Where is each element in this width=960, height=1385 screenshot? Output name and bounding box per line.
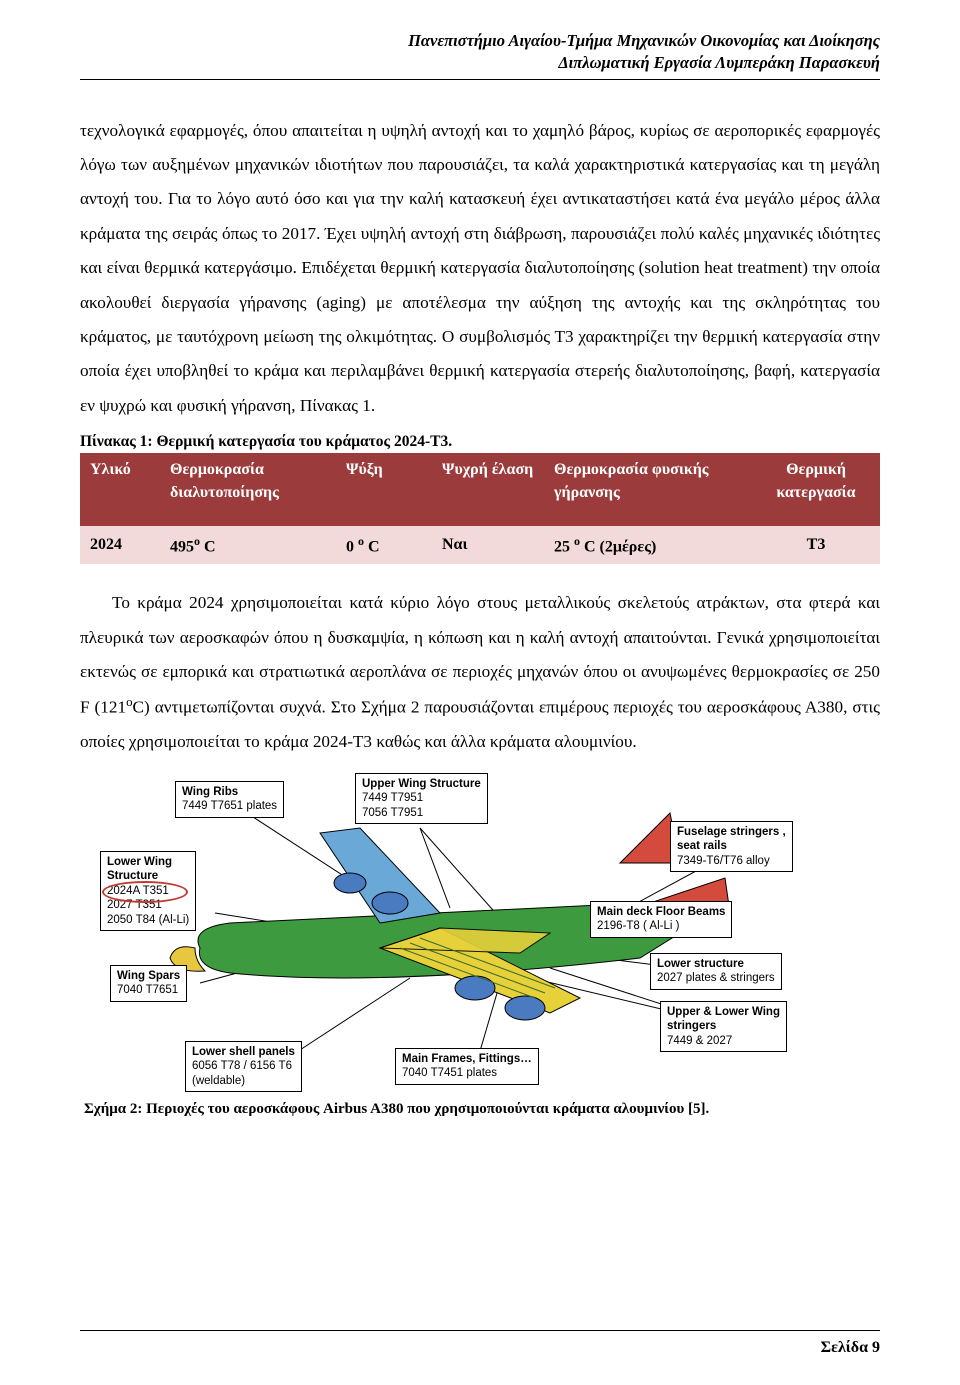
cell-material: 2024	[80, 526, 160, 564]
cell-cooling: 0 o C	[336, 526, 432, 564]
aircraft-diagram: Wing Ribs 7449 T7651 plates Upper Wing S…	[80, 773, 880, 1093]
col-treatment: Θερμική κατεργασία	[752, 453, 880, 526]
table-row: 2024 495o C 0 o C Ναι 25 o C (2μέρες) T3	[80, 526, 880, 564]
callout-wing-spars: Wing Spars 7040 T7651	[110, 965, 187, 1002]
col-cooling: Ψύξη	[336, 453, 432, 526]
page: Πανεπιστήμιο Αιγαίου-Τμήμα Μηχανικών Οικ…	[0, 0, 960, 1385]
col-sol-temp: Θερμοκρασία διαλυτοποίησης	[160, 453, 336, 526]
callout-floor-beams: Main deck Floor Beams 2196-T8 ( Al-Li )	[590, 901, 732, 938]
cell-cold-roll: Ναι	[432, 526, 544, 564]
callout-lower-structure: Lower structure 2027 plates & stringers	[650, 953, 782, 990]
callout-main-frames: Main Frames, Fittings… 7040 T7451 plates	[395, 1048, 539, 1085]
callout-lower-shell: Lower shell panels 6056 T78 / 6156 T6 (w…	[185, 1041, 302, 1092]
cell-aging-temp: 25 o C (2μέρες)	[544, 526, 752, 564]
callout-fuselage-stringers: Fuselage stringers , seat rails 7349-T6/…	[670, 821, 793, 872]
figure-2: Wing Ribs 7449 T7651 plates Upper Wing S…	[80, 773, 880, 1118]
cell-sol-temp: 495o C	[160, 526, 336, 564]
header-line-2: Διπλωματική Εργασία Λυμπεράκη Παρασκευή	[80, 52, 880, 74]
page-header: Πανεπιστήμιο Αιγαίου-Τμήμα Μηχανικών Οικ…	[80, 30, 880, 80]
col-cold-roll: Ψυχρή έλαση	[432, 453, 544, 526]
callout-ul-wing-stringers: Upper & Lower Wing stringers 7449 & 2027	[660, 1001, 787, 1052]
cell-treatment: T3	[752, 526, 880, 564]
highlight-ellipse	[102, 881, 188, 903]
col-material: Υλικό	[80, 453, 160, 526]
callout-wing-ribs: Wing Ribs 7449 T7651 plates	[175, 781, 284, 818]
callout-upper-wing: Upper Wing Structure 7449 T7951 7056 T79…	[355, 773, 488, 824]
header-line-1: Πανεπιστήμιο Αιγαίου-Τμήμα Μηχανικών Οικ…	[80, 30, 880, 52]
col-aging-temp: Θερμοκρασία φυσικής γήρανσης	[544, 453, 752, 526]
footer-rule	[80, 1330, 880, 1331]
paragraph-1: τεχνολογικά εφαρμογές, όπου απαιτείται η…	[80, 114, 880, 424]
figure-caption: Σχήμα 2: Περιοχές του αεροσκάφους Airbus…	[80, 1101, 880, 1118]
table-header-row: Υλικό Θερμοκρασία διαλυτοποίησης Ψύξη Ψυ…	[80, 453, 880, 526]
page-number: Σελίδα 9	[821, 1339, 880, 1357]
paragraph-2: Το κράμα 2024 χρησιμοποιείται κατά κύριο…	[80, 586, 880, 759]
table-caption: Πίνακας 1: Θερμική κατεργασία του κράματ…	[80, 433, 880, 451]
table-1: Υλικό Θερμοκρασία διαλυτοποίησης Ψύξη Ψυ…	[80, 453, 880, 564]
